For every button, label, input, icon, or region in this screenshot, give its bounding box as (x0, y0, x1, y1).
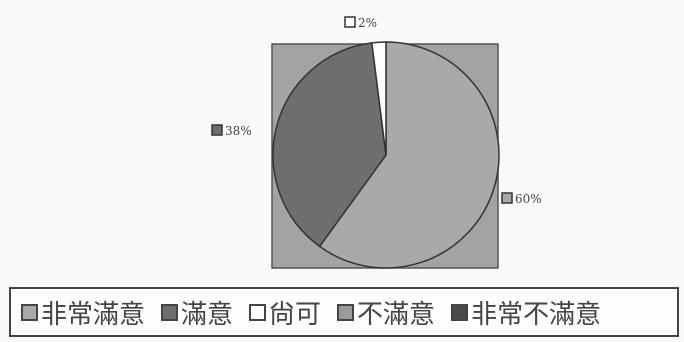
pie-slice (272, 42, 387, 248)
slice-label-swatch (344, 16, 356, 28)
slice-label-swatch (501, 192, 513, 204)
legend-item: 不滿意 (337, 294, 435, 331)
legend-item: 非常不滿意 (451, 294, 601, 331)
legend: 非常滿意 滿意 尙可 不滿意 非常不滿意 (9, 287, 679, 337)
legend-swatch (21, 303, 38, 321)
legend-swatch (451, 303, 469, 321)
legend-label: 滿意 (181, 299, 234, 330)
pie-slice (370, 41, 387, 156)
slice-data-label: 60% (515, 192, 542, 206)
slice-label-swatch (211, 124, 223, 136)
slice-data-label: 38% (225, 124, 252, 138)
legend-swatch (161, 303, 179, 321)
legend-item: 尙可 (249, 294, 321, 331)
legend-item: 非常滿意 (21, 294, 145, 331)
legend-swatch (249, 303, 267, 321)
legend-label: 尙可 (269, 299, 322, 330)
pie-chart: 60% 38% 2% (211, 16, 542, 269)
legend-swatch (337, 303, 355, 321)
legend-item: 滿意 (161, 294, 233, 331)
legend-label: 非常滿意 (41, 299, 146, 330)
pie-slice (318, 41, 500, 269)
slice-data-label: 2% (358, 16, 377, 30)
legend-label: 非常不滿意 (471, 299, 602, 330)
legend-label: 不滿意 (357, 299, 436, 330)
